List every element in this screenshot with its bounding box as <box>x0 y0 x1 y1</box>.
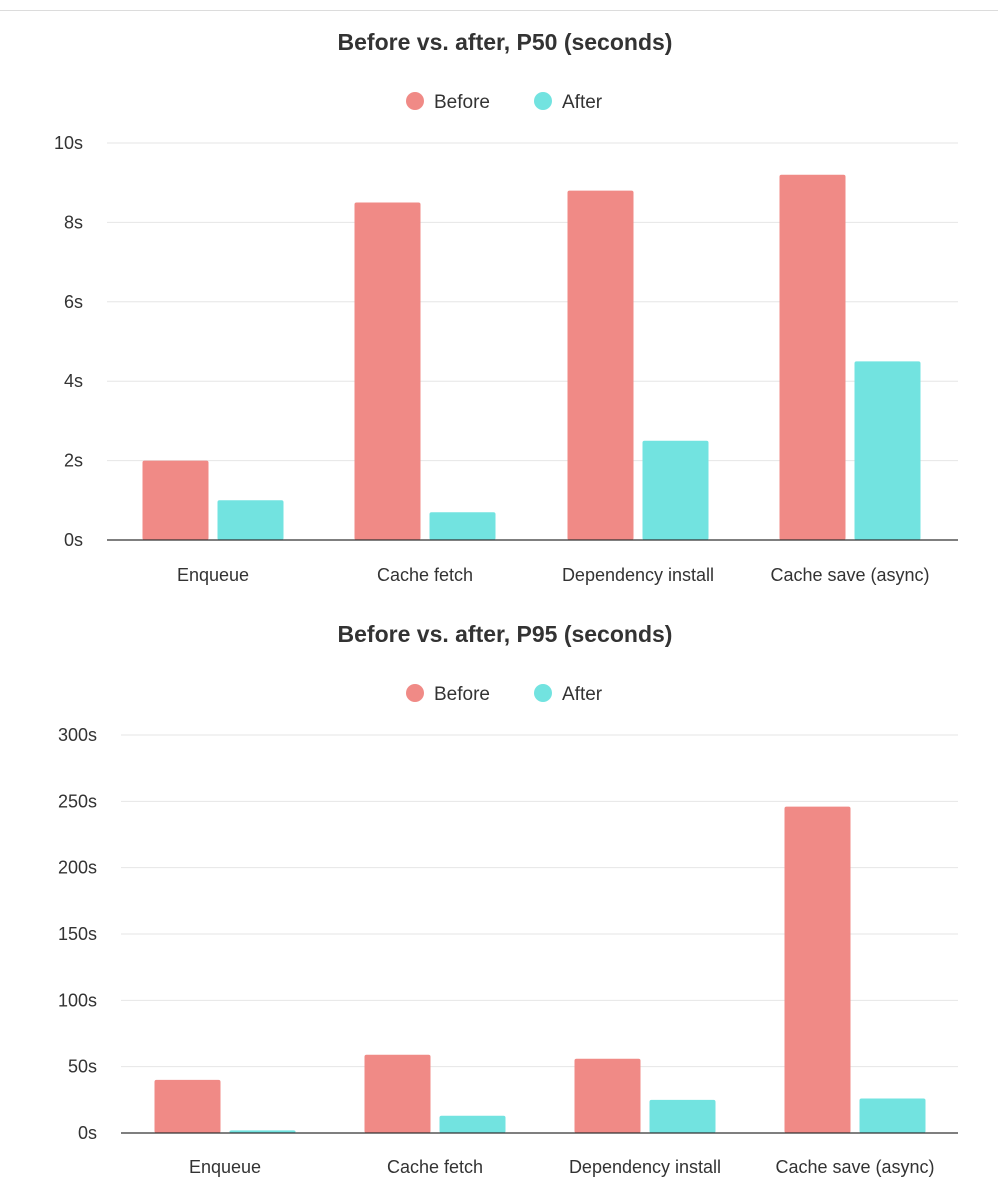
bar-before-dependency-install <box>574 1058 641 1133</box>
x-tick-label: Dependency install <box>562 565 714 585</box>
y-tick-label: 10s <box>54 133 83 153</box>
x-tick-label: Enqueue <box>177 565 249 585</box>
x-tick-label: Dependency install <box>569 1157 721 1177</box>
y-tick-label: 4s <box>64 371 83 391</box>
x-tick-label: Enqueue <box>189 1157 261 1177</box>
legend: Before After <box>406 92 603 113</box>
bar-after-cache-save-async <box>859 1098 926 1133</box>
chart-title: Before vs. after, P50 (seconds) <box>338 29 673 55</box>
x-tick-label: Cache fetch <box>377 565 473 585</box>
y-tick-label: 6s <box>64 292 83 312</box>
legend-label-before[interactable]: Before <box>434 684 490 705</box>
bar-before-cache-fetch <box>364 1054 431 1133</box>
chart-p95: Before vs. after, P95 (seconds) Before A… <box>58 621 958 1177</box>
bar-before-cache-fetch <box>354 202 421 541</box>
bar-before-dependency-install <box>567 190 634 540</box>
top-divider <box>0 0 998 11</box>
bar-after-cache-save-async <box>854 361 921 540</box>
bar-after-enqueue <box>217 500 284 540</box>
y-tick-label: 2s <box>64 451 83 471</box>
legend-marker-before <box>406 684 424 702</box>
y-axis-ticks: 0s 50s 100s 150s 200s 250s 300s <box>58 725 97 1143</box>
bar-before-cache-save-async <box>784 806 851 1133</box>
x-tick-label: Cache save (async) <box>770 565 929 585</box>
y-tick-label: 8s <box>64 212 83 232</box>
bars <box>121 806 958 1134</box>
x-tick-label: Cache save (async) <box>775 1157 934 1177</box>
bar-after-cache-fetch <box>439 1115 506 1133</box>
y-tick-label: 100s <box>58 990 97 1010</box>
x-axis-ticks: Enqueue Cache fetch Dependency install Cach… <box>177 565 930 585</box>
x-axis-ticks: Enqueue Cache fetch Dependency install Cach… <box>189 1157 935 1177</box>
y-tick-label: 0s <box>64 530 83 550</box>
bars <box>107 174 958 541</box>
legend-label-after[interactable]: After <box>562 92 603 113</box>
x-tick-label: Cache fetch <box>387 1157 483 1177</box>
bar-after-cache-fetch <box>429 512 496 540</box>
legend-marker-after <box>534 684 552 702</box>
y-axis-ticks: 0s 2s 4s 6s 8s 10s <box>54 133 83 550</box>
legend: Before After <box>406 684 603 705</box>
chart-title: Before vs. after, P95 (seconds) <box>338 621 673 647</box>
y-tick-label: 300s <box>58 725 97 745</box>
legend-marker-after <box>534 92 552 110</box>
y-tick-label: 200s <box>58 858 97 878</box>
bar-after-enqueue <box>229 1130 296 1133</box>
y-tick-label: 150s <box>58 924 97 944</box>
y-tick-label: 250s <box>58 791 97 811</box>
bar-before-cache-save-async <box>779 174 846 540</box>
bar-before-enqueue <box>142 460 209 540</box>
y-tick-label: 50s <box>68 1057 97 1077</box>
y-tick-label: 0s <box>78 1123 97 1143</box>
bar-after-dependency-install <box>649 1099 716 1133</box>
bar-after-dependency-install <box>642 440 709 540</box>
legend-label-after[interactable]: After <box>562 684 603 705</box>
legend-label-before[interactable]: Before <box>434 92 490 113</box>
legend-marker-before <box>406 92 424 110</box>
bar-before-enqueue <box>154 1079 221 1133</box>
chart-p50: Before vs. after, P50 (seconds) Before A… <box>54 29 958 585</box>
